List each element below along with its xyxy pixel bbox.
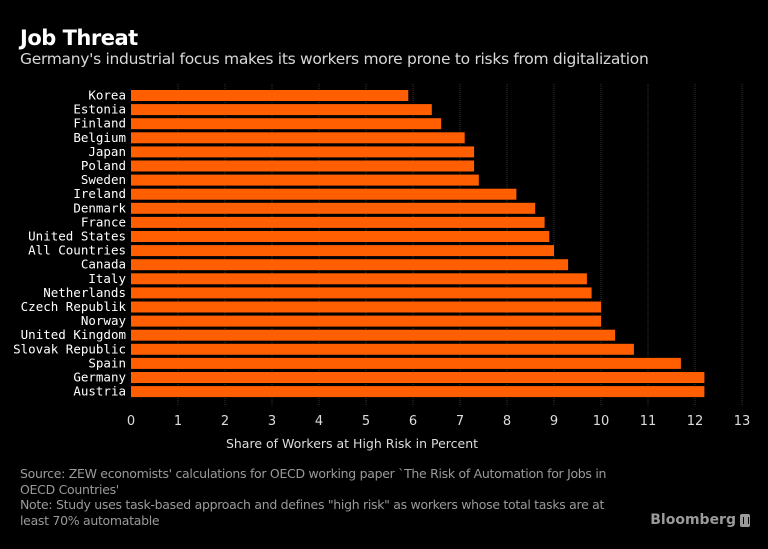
bar-italy	[131, 273, 587, 285]
category-label: Japan	[88, 144, 126, 159]
x-tick-label: 5	[362, 414, 370, 429]
category-label: Czech Republik	[21, 299, 127, 314]
bar-france	[131, 216, 545, 228]
bar-poland	[131, 160, 475, 172]
x-axis-title: Share of Workers at High Risk in Percent	[226, 436, 478, 451]
category-label: All Countries	[28, 243, 126, 258]
x-tick-label: 1	[174, 414, 182, 429]
methodology-note: Note: Study uses task-based approach and…	[20, 497, 605, 528]
bar-spain	[131, 357, 681, 369]
x-tick-label: 10	[593, 414, 610, 429]
bar-denmark	[131, 202, 536, 214]
category-label: Norway	[81, 313, 127, 328]
category-label: Austria	[73, 384, 126, 399]
x-tick-label: 0	[127, 414, 135, 429]
bar-estonia	[131, 104, 432, 116]
bloomberg-logo-icon	[740, 513, 750, 527]
bar-germany	[131, 372, 705, 383]
chart-title: Job Threat	[20, 26, 138, 50]
category-label: Spain	[88, 355, 126, 370]
category-label: United States	[28, 229, 126, 244]
category-label: Poland	[81, 158, 126, 173]
category-label: Italy	[88, 271, 126, 286]
x-tick-label: 2	[221, 414, 229, 429]
chart-subtitle: Germany's industrial focus makes its wor…	[20, 50, 649, 68]
category-label: Netherlands	[43, 285, 126, 300]
bar-belgium	[131, 132, 465, 144]
bar-czech-republik	[131, 301, 601, 313]
bar-united-kingdom	[131, 329, 616, 341]
footer-notes: Source: ZEW economists' calculations for…	[20, 466, 630, 528]
bar-norway	[131, 315, 601, 327]
category-label: Sweden	[81, 172, 126, 187]
x-tick-label: 8	[503, 414, 511, 429]
bar-canada	[131, 259, 569, 271]
category-label: Korea	[88, 88, 126, 103]
bar-united-states	[131, 231, 550, 242]
category-label: Canada	[81, 257, 126, 272]
bar-austria	[131, 386, 705, 398]
bar-finland	[131, 118, 442, 130]
x-tick-label: 11	[640, 414, 657, 429]
x-tick-labels: 0 1 2 3 4 5 6 7 8 9 10 11 12 13	[127, 414, 750, 429]
bar-korea	[131, 90, 409, 101]
bloomberg-brand: Bloomberg	[650, 512, 750, 528]
category-label: Germany	[73, 370, 126, 385]
bar-sweden	[131, 174, 479, 186]
category-label: Finland	[73, 116, 126, 131]
x-tick-label: 6	[409, 414, 417, 429]
category-label: Denmark	[73, 200, 126, 215]
category-label: France	[81, 214, 126, 229]
bar-netherlands	[131, 287, 592, 299]
x-tick-label: 4	[315, 414, 323, 429]
x-tick-label: 7	[456, 414, 464, 429]
category-label: Belgium	[73, 130, 126, 145]
bar-ireland	[131, 188, 517, 200]
source-note: Source: ZEW economists' calculations for…	[20, 466, 607, 497]
category-labels: KoreaEstoniaFinlandBelgiumJapanPolandSwe…	[13, 88, 126, 399]
x-tick-label: 9	[550, 414, 558, 429]
category-label: United Kingdom	[21, 327, 126, 342]
bar-all-countries	[131, 245, 554, 257]
x-tick-label: 12	[687, 414, 704, 429]
bar-slovak-republic	[131, 343, 634, 355]
x-tick-label: 3	[268, 414, 276, 429]
category-label: Estonia	[73, 102, 126, 117]
brand-name: Bloomberg	[650, 512, 736, 528]
bar-japan	[131, 146, 475, 158]
category-label: Ireland	[73, 186, 126, 201]
x-tick-label: 13	[734, 414, 751, 429]
category-label: Slovak Republic	[13, 341, 126, 356]
bars	[131, 90, 705, 398]
